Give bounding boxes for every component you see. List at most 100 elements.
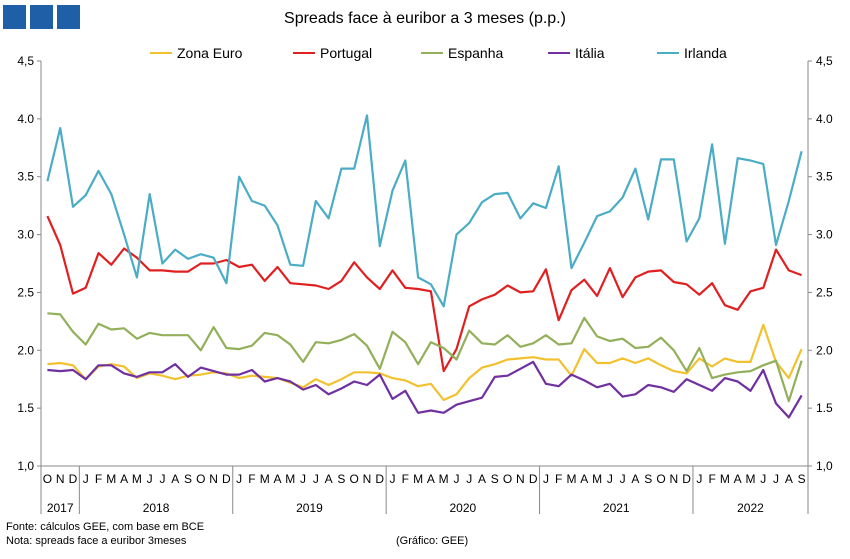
x-month-label: D bbox=[222, 472, 231, 486]
legend-item-italia: Itália bbox=[548, 45, 605, 61]
source-notes: Fonte: cálculos GEE, com base em BCE Not… bbox=[6, 520, 204, 548]
x-month-label: O bbox=[350, 472, 359, 486]
y-tick-label-left: 4.0 bbox=[17, 112, 34, 126]
x-month-label: F bbox=[555, 472, 562, 486]
y-tick-label-right: 2.5 bbox=[816, 285, 833, 299]
logo-square-2 bbox=[30, 5, 53, 29]
x-month-label: S bbox=[491, 472, 499, 486]
x-month-label: A bbox=[427, 472, 435, 486]
x-month-label: A bbox=[631, 472, 639, 486]
x-month-label: S bbox=[337, 472, 345, 486]
x-month-label: J bbox=[236, 472, 242, 486]
x-month-label: D bbox=[682, 472, 691, 486]
x-month-label: M bbox=[720, 472, 730, 486]
x-month-label: D bbox=[529, 472, 538, 486]
x-year-label: 2022 bbox=[737, 501, 764, 515]
x-month-label: J bbox=[313, 472, 319, 486]
x-month-label: J bbox=[773, 472, 779, 486]
x-month-label: J bbox=[607, 472, 613, 486]
x-month-label: F bbox=[248, 472, 255, 486]
x-month-label: M bbox=[592, 472, 602, 486]
x-month-label: M bbox=[132, 472, 142, 486]
y-tick-label-left: 1.5 bbox=[17, 401, 34, 415]
legend-item-portugal: Portugal bbox=[293, 45, 372, 61]
x-month-label: A bbox=[734, 472, 742, 486]
legend-item-espanha: Espanha bbox=[421, 45, 503, 61]
legend-label: Espanha bbox=[448, 45, 504, 61]
credit-text: (Gráfico: GEE) bbox=[396, 535, 469, 547]
y-tick-label-left: 3.0 bbox=[17, 228, 34, 242]
y-tick-label-left: 2.5 bbox=[17, 285, 34, 299]
x-month-label: M bbox=[745, 472, 755, 486]
x-month-label: J bbox=[620, 472, 626, 486]
x-year-label: 2017 bbox=[47, 501, 74, 515]
x-month-label: J bbox=[300, 472, 306, 486]
source-text: Fonte: cálculos GEE, com base em BCE bbox=[6, 521, 205, 533]
y-tick-label-left: 3.5 bbox=[17, 170, 34, 184]
series-line-zona-euro bbox=[47, 323, 803, 402]
y-tick-label-right: 3.5 bbox=[816, 170, 833, 184]
x-month-label: J bbox=[760, 472, 766, 486]
logo-square-1 bbox=[3, 5, 26, 29]
x-month-label: A bbox=[120, 472, 128, 486]
x-month-label: F bbox=[708, 472, 715, 486]
legend-swatch bbox=[421, 52, 443, 55]
legend-label: Portugal bbox=[320, 45, 373, 61]
x-month-label: M bbox=[285, 472, 295, 486]
legend-label: Itália bbox=[575, 45, 605, 61]
x-month-label: A bbox=[478, 472, 486, 486]
series-line-espanha bbox=[47, 312, 803, 403]
x-month-label: J bbox=[159, 472, 165, 486]
x-month-label: A bbox=[785, 472, 793, 486]
x-month-label: J bbox=[696, 472, 702, 486]
x-month-label: J bbox=[453, 472, 459, 486]
y-tick-label-left: 2.0 bbox=[17, 343, 34, 357]
x-month-label: A bbox=[273, 472, 281, 486]
x-month-label: F bbox=[95, 472, 102, 486]
x-month-label: A bbox=[325, 472, 333, 486]
x-month-label: J bbox=[390, 472, 396, 486]
y-tick-label-left: 1,0 bbox=[17, 459, 34, 473]
y-tick-label-right: 2.0 bbox=[816, 343, 833, 357]
y-tick-label-right: 4.0 bbox=[816, 112, 833, 126]
x-month-label: O bbox=[656, 472, 665, 486]
y-tick-label-right: 4,5 bbox=[816, 54, 833, 68]
x-month-label: J bbox=[147, 472, 153, 486]
legend-item-irlanda: Irlanda bbox=[657, 45, 727, 61]
note-text: Nota: spreads face a euribor 3meses bbox=[6, 535, 187, 547]
x-month-label: A bbox=[580, 472, 588, 486]
x-month-label: F bbox=[402, 472, 409, 486]
chart-title: Spreads face à euribor a 3 meses (p.p.) bbox=[284, 10, 566, 27]
x-month-label: M bbox=[567, 472, 577, 486]
x-month-label: M bbox=[260, 472, 270, 486]
logo bbox=[3, 5, 83, 29]
y-tick-label-left: 4,5 bbox=[17, 54, 34, 68]
x-month-label: M bbox=[439, 472, 449, 486]
series-line-portugal bbox=[46, 215, 802, 373]
legend-item-zona-euro: Zona Euro bbox=[150, 45, 242, 61]
x-month-label: S bbox=[644, 472, 652, 486]
x-month-label: A bbox=[171, 472, 179, 486]
series-line-irlanda bbox=[46, 114, 803, 308]
x-month-label: N bbox=[363, 472, 372, 486]
y-tick-label-right: 1.5 bbox=[816, 401, 833, 415]
x-year-label: 2019 bbox=[296, 501, 323, 515]
legend-swatch bbox=[657, 52, 679, 55]
y-tick-label-right: 3.0 bbox=[816, 228, 833, 242]
legend-swatch bbox=[548, 52, 570, 55]
x-month-label: J bbox=[466, 472, 472, 486]
x-year-label: 2021 bbox=[603, 501, 630, 515]
logo-square-3 bbox=[57, 5, 80, 29]
x-month-label: N bbox=[669, 472, 678, 486]
x-month-label: M bbox=[106, 472, 116, 486]
legend-label: Zona Euro bbox=[177, 45, 243, 61]
x-month-label: J bbox=[543, 472, 549, 486]
x-month-label: N bbox=[516, 472, 525, 486]
x-month-label: O bbox=[43, 472, 52, 486]
x-month-label: M bbox=[413, 472, 423, 486]
y-tick-label-right: 1,0 bbox=[816, 459, 833, 473]
legend-label: Irlanda bbox=[684, 45, 727, 61]
series-line-italia bbox=[47, 360, 803, 419]
x-month-label: N bbox=[56, 472, 65, 486]
